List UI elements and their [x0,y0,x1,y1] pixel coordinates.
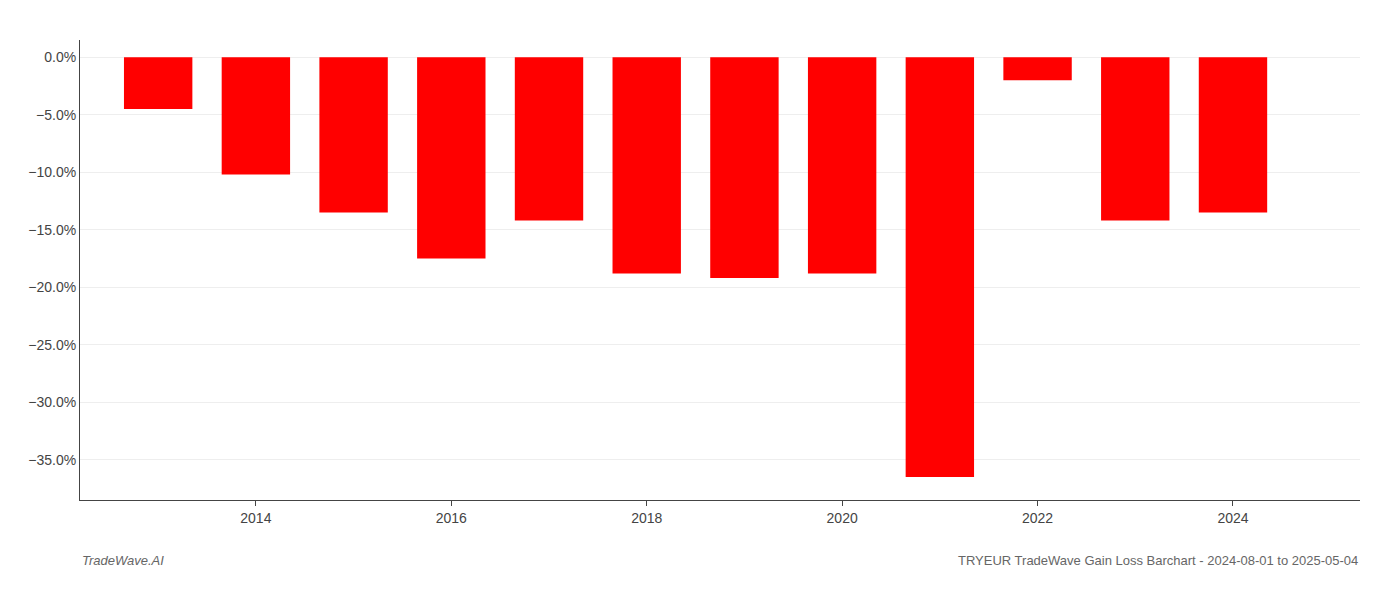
svg-text:2022: 2022 [1022,510,1053,526]
svg-text:TradeWave.AI: TradeWave.AI [82,553,164,568]
svg-text:−15.0%: −15.0% [28,222,76,238]
svg-text:−25.0%: −25.0% [28,337,76,353]
svg-text:−5.0%: −5.0% [36,107,76,123]
svg-text:−20.0%: −20.0% [28,279,76,295]
svg-text:2014: 2014 [240,510,271,526]
svg-text:TRYEUR TradeWave Gain Loss Bar: TRYEUR TradeWave Gain Loss Barchart - 20… [958,553,1358,568]
svg-text:0.0%: 0.0% [44,49,76,65]
svg-text:2020: 2020 [827,510,858,526]
svg-text:2016: 2016 [436,510,467,526]
svg-text:2024: 2024 [1217,510,1248,526]
svg-text:−10.0%: −10.0% [28,164,76,180]
svg-text:−30.0%: −30.0% [28,394,76,410]
svg-text:2018: 2018 [631,510,662,526]
svg-text:−35.0%: −35.0% [28,452,76,468]
